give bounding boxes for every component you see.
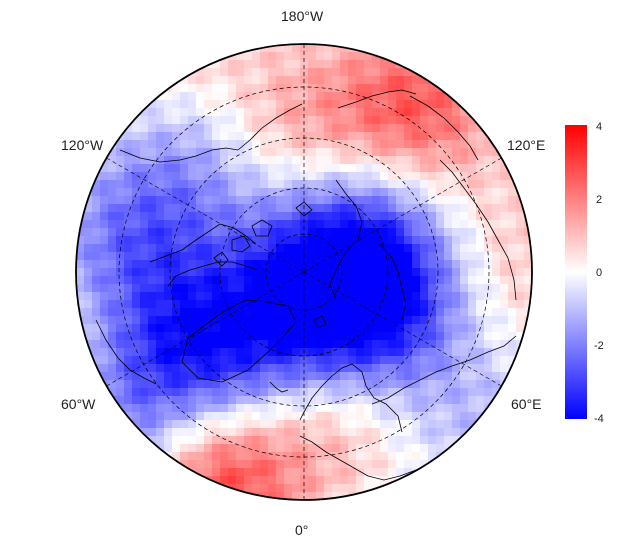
lon-label-60e: 60°E [511,396,542,412]
colorbar-tick-neg4: -4 [594,413,604,425]
colorbar-tick-0: 0 [596,267,603,279]
lon-label-0: 0° [295,522,309,538]
gridlines [106,44,502,500]
colorbar-tick-2: 2 [596,194,603,206]
coastlines [95,89,517,481]
colorbar [565,125,587,419]
colorbar-tick-neg2: -2 [594,340,604,352]
map-boundary [75,43,533,501]
lon-label-60w: 60°W [61,396,96,412]
lon-label-180w: 180°W [281,8,324,24]
colorbar-tick-4: 4 [596,121,603,133]
lon-label-120w: 120°W [61,137,104,153]
lon-label-120e: 120°E [507,137,546,153]
